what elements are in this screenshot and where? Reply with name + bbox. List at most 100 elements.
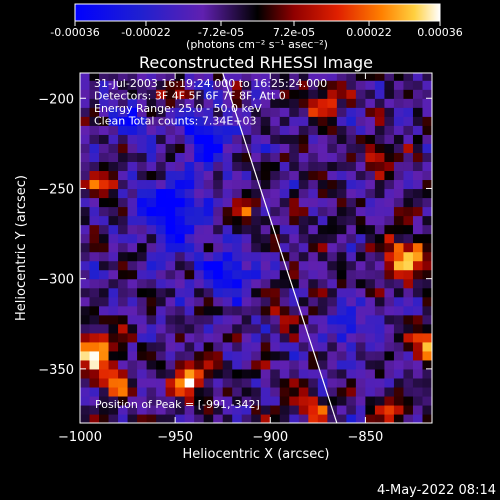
heatmap-cell bbox=[146, 260, 157, 271]
heatmap-cell bbox=[184, 314, 195, 325]
heatmap-cell bbox=[241, 152, 252, 163]
heatmap-cell bbox=[80, 269, 91, 280]
heatmap-cell bbox=[222, 323, 233, 334]
heatmap-cell bbox=[270, 350, 281, 361]
heatmap-cell bbox=[336, 152, 347, 163]
heatmap-cell bbox=[412, 413, 424, 423]
heatmap-cell bbox=[355, 386, 367, 397]
heatmap-cell bbox=[289, 80, 300, 90]
heatmap-cell bbox=[308, 377, 319, 388]
heatmap-cell bbox=[374, 224, 386, 235]
heatmap-cell bbox=[393, 80, 405, 90]
heatmap-cell bbox=[327, 170, 338, 181]
heatmap-cell bbox=[289, 341, 300, 352]
heatmap-cell bbox=[403, 386, 414, 397]
colorbar-units: (photons cm⁻² s⁻¹ asec⁻²) bbox=[186, 38, 328, 51]
heatmap-cell bbox=[298, 386, 309, 397]
heatmap-cell bbox=[365, 215, 376, 226]
heatmap-cell bbox=[270, 125, 281, 135]
heatmap-cell bbox=[279, 341, 290, 352]
heatmap-cell bbox=[165, 368, 176, 379]
heatmap-cell bbox=[156, 125, 167, 135]
heatmap-cell bbox=[137, 404, 148, 415]
heatmap-cell bbox=[146, 197, 157, 208]
heatmap-cell bbox=[270, 413, 281, 423]
heatmap-cell bbox=[241, 413, 252, 423]
heatmap-cell bbox=[374, 143, 386, 153]
heatmap-cell bbox=[99, 161, 110, 172]
heatmap-cell bbox=[336, 98, 347, 108]
heatmap-cell bbox=[308, 296, 319, 307]
heatmap-cell bbox=[260, 368, 271, 379]
heatmap-cell bbox=[289, 197, 300, 208]
heatmap-cell bbox=[99, 332, 110, 343]
heatmap-cell bbox=[146, 269, 157, 280]
heatmap-cell bbox=[156, 350, 167, 361]
heatmap-cell bbox=[108, 98, 119, 108]
heatmap-cell bbox=[99, 143, 110, 153]
heatmap-cell bbox=[251, 251, 262, 262]
heatmap-cell bbox=[327, 233, 338, 244]
heatmap-cell bbox=[127, 152, 138, 163]
heatmap-cell bbox=[298, 152, 309, 163]
heatmap-cell bbox=[184, 323, 195, 334]
heatmap-cell bbox=[346, 134, 357, 144]
heatmap-cell bbox=[384, 287, 395, 298]
heatmap-cell bbox=[403, 278, 414, 289]
heatmap-cell bbox=[317, 368, 328, 379]
heatmap-cell bbox=[156, 332, 167, 343]
heatmap-cell bbox=[317, 377, 328, 388]
heatmap-cell bbox=[99, 323, 110, 334]
heatmap-cell bbox=[108, 161, 119, 172]
heatmap-cell bbox=[222, 269, 233, 280]
heatmap-cell bbox=[384, 314, 395, 325]
heatmap-cell bbox=[108, 323, 119, 334]
heatmap-cell bbox=[422, 80, 432, 90]
heatmap-cell bbox=[251, 413, 262, 423]
colorbar-ticks: -0.00036 -0.00022 -7.2e-05 7.2e-05 0.00022 0.… bbox=[50, 21, 463, 39]
heatmap-cell bbox=[384, 161, 395, 172]
heatmap-cell bbox=[403, 170, 414, 181]
heatmap-cell bbox=[241, 73, 252, 81]
heatmap-cell bbox=[194, 80, 205, 90]
heatmap-cell bbox=[384, 332, 395, 343]
heatmap-cell bbox=[317, 161, 328, 172]
heatmap-cell bbox=[403, 89, 414, 99]
heatmap-cell bbox=[203, 251, 214, 262]
heatmap-cell bbox=[222, 98, 233, 108]
heatmap-cell bbox=[127, 251, 138, 262]
heatmap-cell bbox=[184, 377, 195, 388]
heatmap-cell bbox=[194, 413, 205, 423]
heatmap-cell bbox=[194, 395, 205, 406]
heatmap-cell bbox=[260, 98, 271, 108]
heatmap-cell bbox=[194, 305, 205, 316]
heatmap-cell bbox=[327, 296, 338, 307]
heatmap-cell bbox=[222, 80, 233, 90]
heatmap-cell bbox=[298, 134, 309, 144]
heatmap-cell bbox=[99, 305, 110, 316]
heatmap-cell bbox=[137, 98, 148, 108]
heatmap-cell bbox=[308, 314, 319, 325]
footer-date: 4-May-2022 08:14 bbox=[377, 483, 496, 498]
heatmap-cell bbox=[412, 287, 424, 298]
heatmap-cell bbox=[108, 242, 119, 253]
heatmap-cell bbox=[365, 260, 376, 271]
heatmap-cell bbox=[165, 395, 176, 406]
heatmap-cell bbox=[279, 278, 290, 289]
heatmap-cell bbox=[279, 143, 290, 153]
colorbar-tick-label-3: 7.2e-05 bbox=[273, 26, 315, 39]
heatmap-cell bbox=[175, 350, 186, 361]
heatmap-cell bbox=[355, 233, 367, 244]
heatmap-cell bbox=[251, 80, 262, 90]
heatmap-cell bbox=[298, 413, 309, 423]
heatmap-cell bbox=[279, 179, 290, 190]
heatmap-cell bbox=[317, 341, 328, 352]
heatmap-cell bbox=[422, 98, 432, 108]
y-axis-ticks: −200 −250 −300 −350 bbox=[38, 92, 432, 378]
heatmap-cell bbox=[89, 134, 100, 144]
heatmap-cell bbox=[232, 359, 243, 370]
heatmap-cell bbox=[346, 287, 357, 298]
heatmap-cell bbox=[89, 386, 100, 397]
heatmap-cell bbox=[213, 215, 224, 226]
heatmap-cell bbox=[127, 116, 138, 126]
